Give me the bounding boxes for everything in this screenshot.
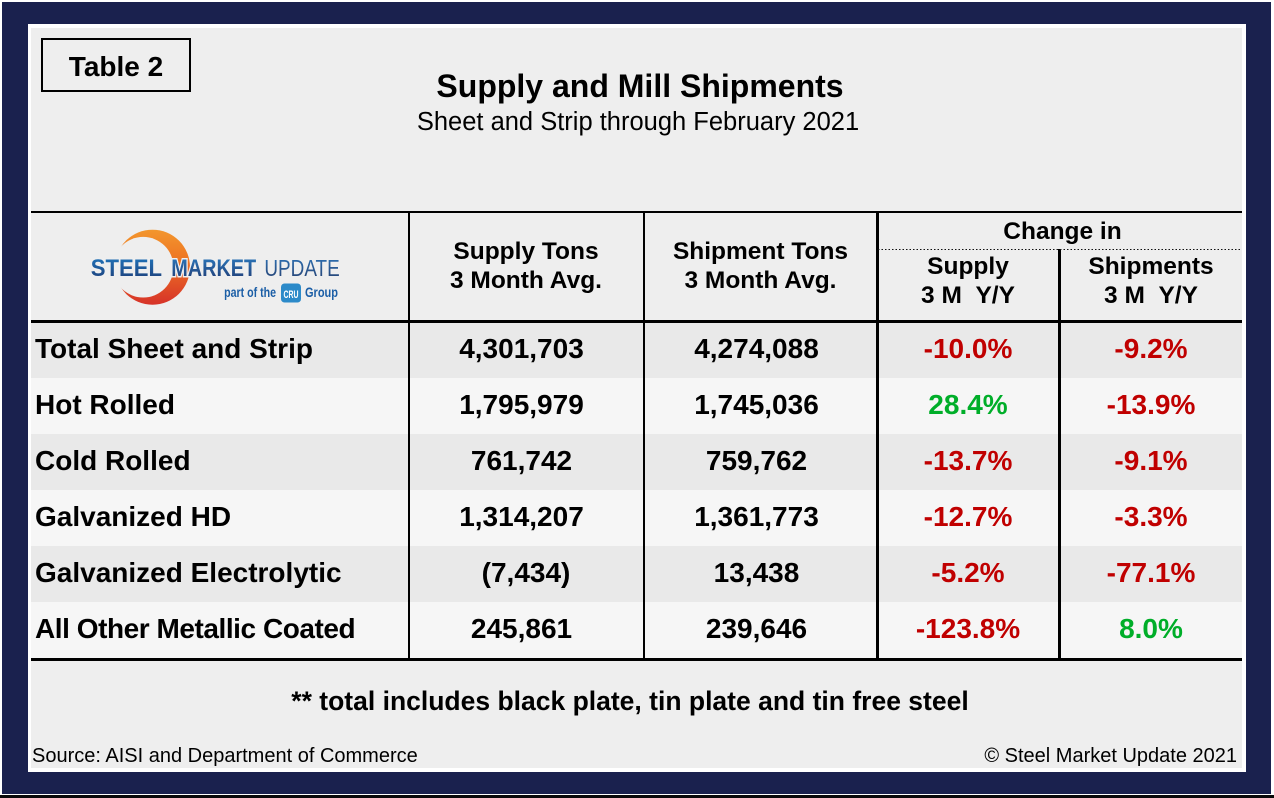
svg-text:part of the: part of the	[224, 284, 276, 300]
svg-text:MARKET: MARKET	[171, 255, 256, 282]
svg-text:STEEL: STEEL	[91, 255, 162, 282]
svg-text:Group: Group	[305, 284, 338, 300]
svg-text:CRU: CRU	[284, 289, 299, 301]
svg-text:UPDATE: UPDATE	[264, 255, 339, 281]
